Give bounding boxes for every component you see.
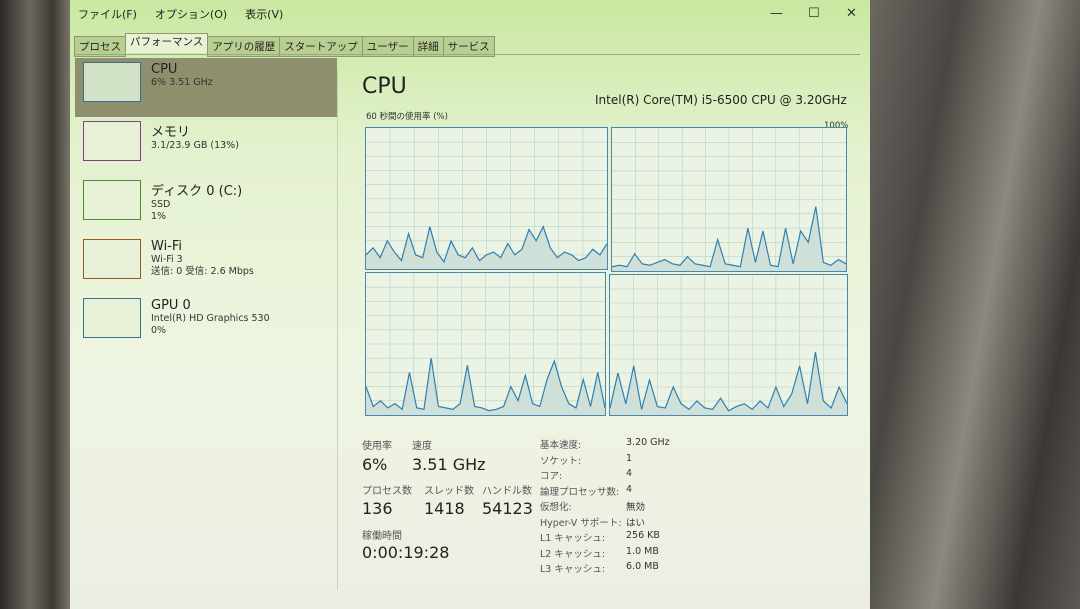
- threads-label: スレッド数: [424, 486, 474, 497]
- sidebar-item-name: GPU 0: [151, 298, 191, 313]
- sidebar-item[interactable]: ディスク 0 (C:) SSD 1%: [75, 176, 337, 235]
- uptime-value: 0:00:19:28: [362, 543, 450, 562]
- threads-value: 1418: [424, 499, 465, 518]
- sidebar-item-name: メモリ: [151, 125, 191, 140]
- handles-label: ハンドル数: [482, 486, 532, 497]
- core-graph-0: [365, 127, 608, 270]
- core-graph-2: [365, 272, 606, 416]
- sidebar-item[interactable]: Wi-Fi Wi-Fi 3 送信: 0 受信: 2.6 Mbps: [75, 235, 337, 294]
- tab-app-history[interactable]: アプリの履歴: [207, 36, 281, 57]
- sidebar-item-detail: 1%: [151, 211, 167, 222]
- speed-value: 3.51 GHz: [412, 455, 486, 474]
- minimize-button[interactable]: —: [770, 6, 783, 21]
- usage-line: [366, 225, 607, 264]
- speed-label: 速度: [412, 441, 432, 452]
- usage-line: [612, 206, 846, 268]
- sidebar-item-name: Wi-Fi: [151, 239, 183, 254]
- spec-value: 1: [626, 452, 633, 464]
- spec-value: 6.0 MB: [626, 561, 659, 572]
- resource-sidebar: CPU 6% 3.51 GHz メモリ 3.1/23.9 GB (13%) ディスク 0…: [75, 58, 337, 353]
- spec-value: はい: [626, 517, 646, 529]
- menu-file[interactable]: ファイル(F): [78, 8, 137, 21]
- sidebar-item-name: CPU: [151, 62, 178, 77]
- tab-divider: [74, 54, 860, 55]
- usage-value: 6%: [362, 455, 388, 474]
- cpu-model: Intel(R) Core(TM) i5-6500 CPU @ 3.20GHz: [595, 93, 847, 107]
- sidebar-thumbnail-graph: [83, 298, 141, 338]
- sidebar-item-detail: 送信: 0 受信: 2.6 Mbps: [151, 266, 254, 277]
- spec-label: 論理プロセッサ数:: [540, 486, 620, 498]
- menu-bar: ファイル(F) オプション(O) 表示(V): [78, 6, 283, 22]
- processes-label: プロセス数: [362, 486, 412, 497]
- sidebar-item-detail: Wi-Fi 3: [151, 254, 183, 265]
- tab-bar: プロセス パフォーマンス アプリの履歴 スタートアップ ユーザー 詳細 サービス: [74, 33, 495, 57]
- usage-label: 使用率: [362, 441, 392, 452]
- spec-label: 基本速度:: [540, 440, 582, 451]
- core-graph-1: [611, 127, 847, 272]
- menu-options[interactable]: オプション(O): [154, 8, 228, 21]
- close-button[interactable]: ✕: [846, 6, 857, 21]
- menu-view[interactable]: 表示(V): [245, 8, 284, 21]
- graph-caption: 60 秒間の使用率 (%): [366, 112, 448, 122]
- sidebar-thumbnail-graph: [83, 121, 141, 161]
- sidebar-item-detail: 0%: [151, 325, 167, 336]
- spec-value: 4: [626, 483, 633, 495]
- spec-label: コア:: [540, 471, 563, 482]
- usage-area: [612, 206, 846, 271]
- uptime-label: 稼働時間: [362, 531, 402, 542]
- sidebar-item-detail: Intel(R) HD Graphics 530: [151, 313, 270, 324]
- spec-value: 1.0 MB: [626, 545, 659, 557]
- usage-line: [366, 358, 605, 412]
- divider: [337, 70, 338, 590]
- tab-details[interactable]: 詳細: [412, 36, 444, 57]
- sidebar-thumbnail-graph: [83, 62, 141, 102]
- tab-services[interactable]: サービス: [442, 36, 495, 57]
- spec-value: 3.20 GHz: [626, 437, 670, 448]
- sidebar-thumbnail-graph: [83, 180, 141, 220]
- spec-value: 256 KB: [626, 530, 660, 541]
- graph-max-label: 100%: [824, 121, 849, 131]
- page-title: CPU: [362, 74, 407, 99]
- background-right: [860, 0, 1080, 609]
- tab-users[interactable]: ユーザー: [361, 36, 414, 57]
- handles-value: 54123: [482, 499, 533, 518]
- core-graph-3: [609, 274, 848, 416]
- sidebar-thumbnail-graph: [83, 239, 141, 279]
- sidebar-item[interactable]: CPU 6% 3.51 GHz: [75, 58, 337, 117]
- tab-startup[interactable]: スタートアップ: [279, 36, 363, 57]
- tab-performance[interactable]: パフォーマンス: [125, 33, 209, 53]
- spec-label: L1 キャッシュ:: [540, 533, 606, 544]
- spec-label: 仮想化:: [540, 502, 572, 513]
- spec-label: L3 キャッシュ:: [540, 564, 606, 575]
- processes-value: 136: [362, 499, 393, 518]
- sidebar-item-detail: 6% 3.51 GHz: [151, 77, 213, 88]
- sidebar-item[interactable]: GPU 0 Intel(R) HD Graphics 530 0%: [75, 294, 337, 353]
- background-left: [0, 0, 75, 609]
- sidebar-item-detail: SSD: [151, 199, 171, 210]
- sidebar-item-name: ディスク 0 (C:): [151, 184, 243, 199]
- maximize-button[interactable]: ☐: [808, 6, 820, 21]
- spec-value: 4: [626, 468, 633, 479]
- spec-label: Hyper-V サポート:: [540, 517, 622, 529]
- sidebar-item-detail: 3.1/23.9 GB (13%): [151, 140, 239, 151]
- sidebar-item[interactable]: メモリ 3.1/23.9 GB (13%): [75, 117, 337, 176]
- spec-value: 無効: [626, 502, 646, 513]
- spec-label: ソケット:: [540, 455, 582, 467]
- spec-label: L2 キャッシュ:: [540, 548, 606, 560]
- task-manager-window: ファイル(F) オプション(O) 表示(V) — ☐ ✕ プロセス パフォーマン…: [70, 0, 870, 609]
- usage-area: [610, 352, 847, 415]
- usage-line: [610, 351, 847, 412]
- tab-processes[interactable]: プロセス: [74, 36, 126, 57]
